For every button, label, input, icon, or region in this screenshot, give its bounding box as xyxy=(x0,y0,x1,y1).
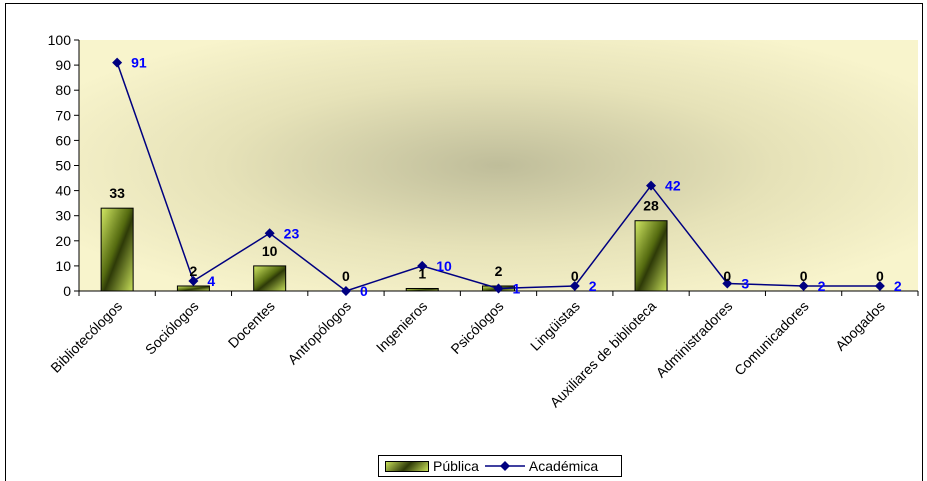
x-category-label: Docentes xyxy=(225,298,278,351)
bar-value-label: 1 xyxy=(418,265,426,281)
x-category-label: Abogados xyxy=(832,298,888,354)
chart-frame xyxy=(5,3,923,481)
bar-value-label: 10 xyxy=(262,243,278,259)
legend-label-academica: Académica xyxy=(528,458,599,474)
line-value-label: 2 xyxy=(818,278,826,294)
legend: Pública Académica xyxy=(378,455,622,477)
plot-background xyxy=(79,40,918,291)
line-value-label: 42 xyxy=(665,178,681,194)
y-tick-label: 100 xyxy=(48,32,72,48)
line-marker xyxy=(417,260,428,271)
y-axis: 0 10 20 30 40 50 60 70 80 90 100 xyxy=(48,32,80,299)
line-marker xyxy=(112,57,123,68)
line-value-label: 23 xyxy=(284,225,300,241)
bar-value-label: 28 xyxy=(643,198,659,214)
x-category-label: Lingüistas xyxy=(527,298,583,354)
line-marker xyxy=(569,280,580,291)
bar-value-label: 0 xyxy=(800,268,808,284)
y-tick-label: 60 xyxy=(55,132,71,148)
bar xyxy=(176,285,210,292)
x-category-label: Ingenieros xyxy=(373,298,431,356)
bar-value-label: 0 xyxy=(876,268,884,284)
x-category-label: Sociólogos xyxy=(142,298,202,358)
y-tick-label: 40 xyxy=(55,183,71,199)
line-value-label: 0 xyxy=(360,283,368,299)
x-category-label: Psicólogos xyxy=(447,298,506,357)
y-tick-label: 10 xyxy=(55,258,71,274)
y-tick-label: 0 xyxy=(63,283,71,299)
line-marker xyxy=(646,180,657,191)
legend-label-publica: Pública xyxy=(433,458,479,474)
line-value-label: 2 xyxy=(589,278,597,294)
bar xyxy=(253,265,287,292)
x-category-label: Bibliotecólogos xyxy=(47,298,125,376)
x-category-label: Comunicadores xyxy=(731,298,812,379)
y-tick-label: 50 xyxy=(55,158,71,174)
line-marker xyxy=(874,280,885,291)
line-marker xyxy=(188,275,199,286)
line-marker xyxy=(722,278,733,289)
y-tick-label: 80 xyxy=(55,82,71,98)
x-category-label: Administradores xyxy=(653,298,736,381)
legend-line-swatch xyxy=(484,461,525,471)
line-value-label: 10 xyxy=(436,258,452,274)
line-marker xyxy=(340,286,351,296)
bar xyxy=(405,287,439,292)
line-marker xyxy=(798,280,809,291)
bar-value-label: 0 xyxy=(342,268,350,284)
line-value-label: 91 xyxy=(131,55,147,71)
y-tick-label: 90 xyxy=(55,57,71,73)
line-value-label: 4 xyxy=(207,273,215,289)
y-tick-label: 30 xyxy=(55,208,71,224)
bar-value-label: 2 xyxy=(190,263,198,279)
bar xyxy=(634,220,668,292)
legend-item-publica: Pública xyxy=(385,458,479,474)
line-series-academica xyxy=(112,57,885,296)
bar-value-label: 0 xyxy=(723,268,731,284)
y-tick-label: 70 xyxy=(55,107,71,123)
bar-value-label: 33 xyxy=(109,185,125,201)
line-value-label: 2 xyxy=(894,278,902,294)
y-tick-label: 20 xyxy=(55,233,71,249)
plot-area xyxy=(79,40,918,291)
legend-bar-swatch xyxy=(385,460,429,472)
x-category-label: Antropólogos xyxy=(284,298,354,368)
bar xyxy=(100,207,134,292)
bar-value-label: 0 xyxy=(571,268,579,284)
legend-item-academica: Académica xyxy=(484,458,599,474)
x-axis: Bibliotecólogos Sociólogos Docentes Antropó… xyxy=(47,290,919,410)
line-marker xyxy=(493,283,504,294)
bar-value-label: 2 xyxy=(495,263,503,279)
line-value-label: 3 xyxy=(741,275,749,291)
line-value-label: 1 xyxy=(513,280,521,296)
line-marker xyxy=(264,228,275,239)
